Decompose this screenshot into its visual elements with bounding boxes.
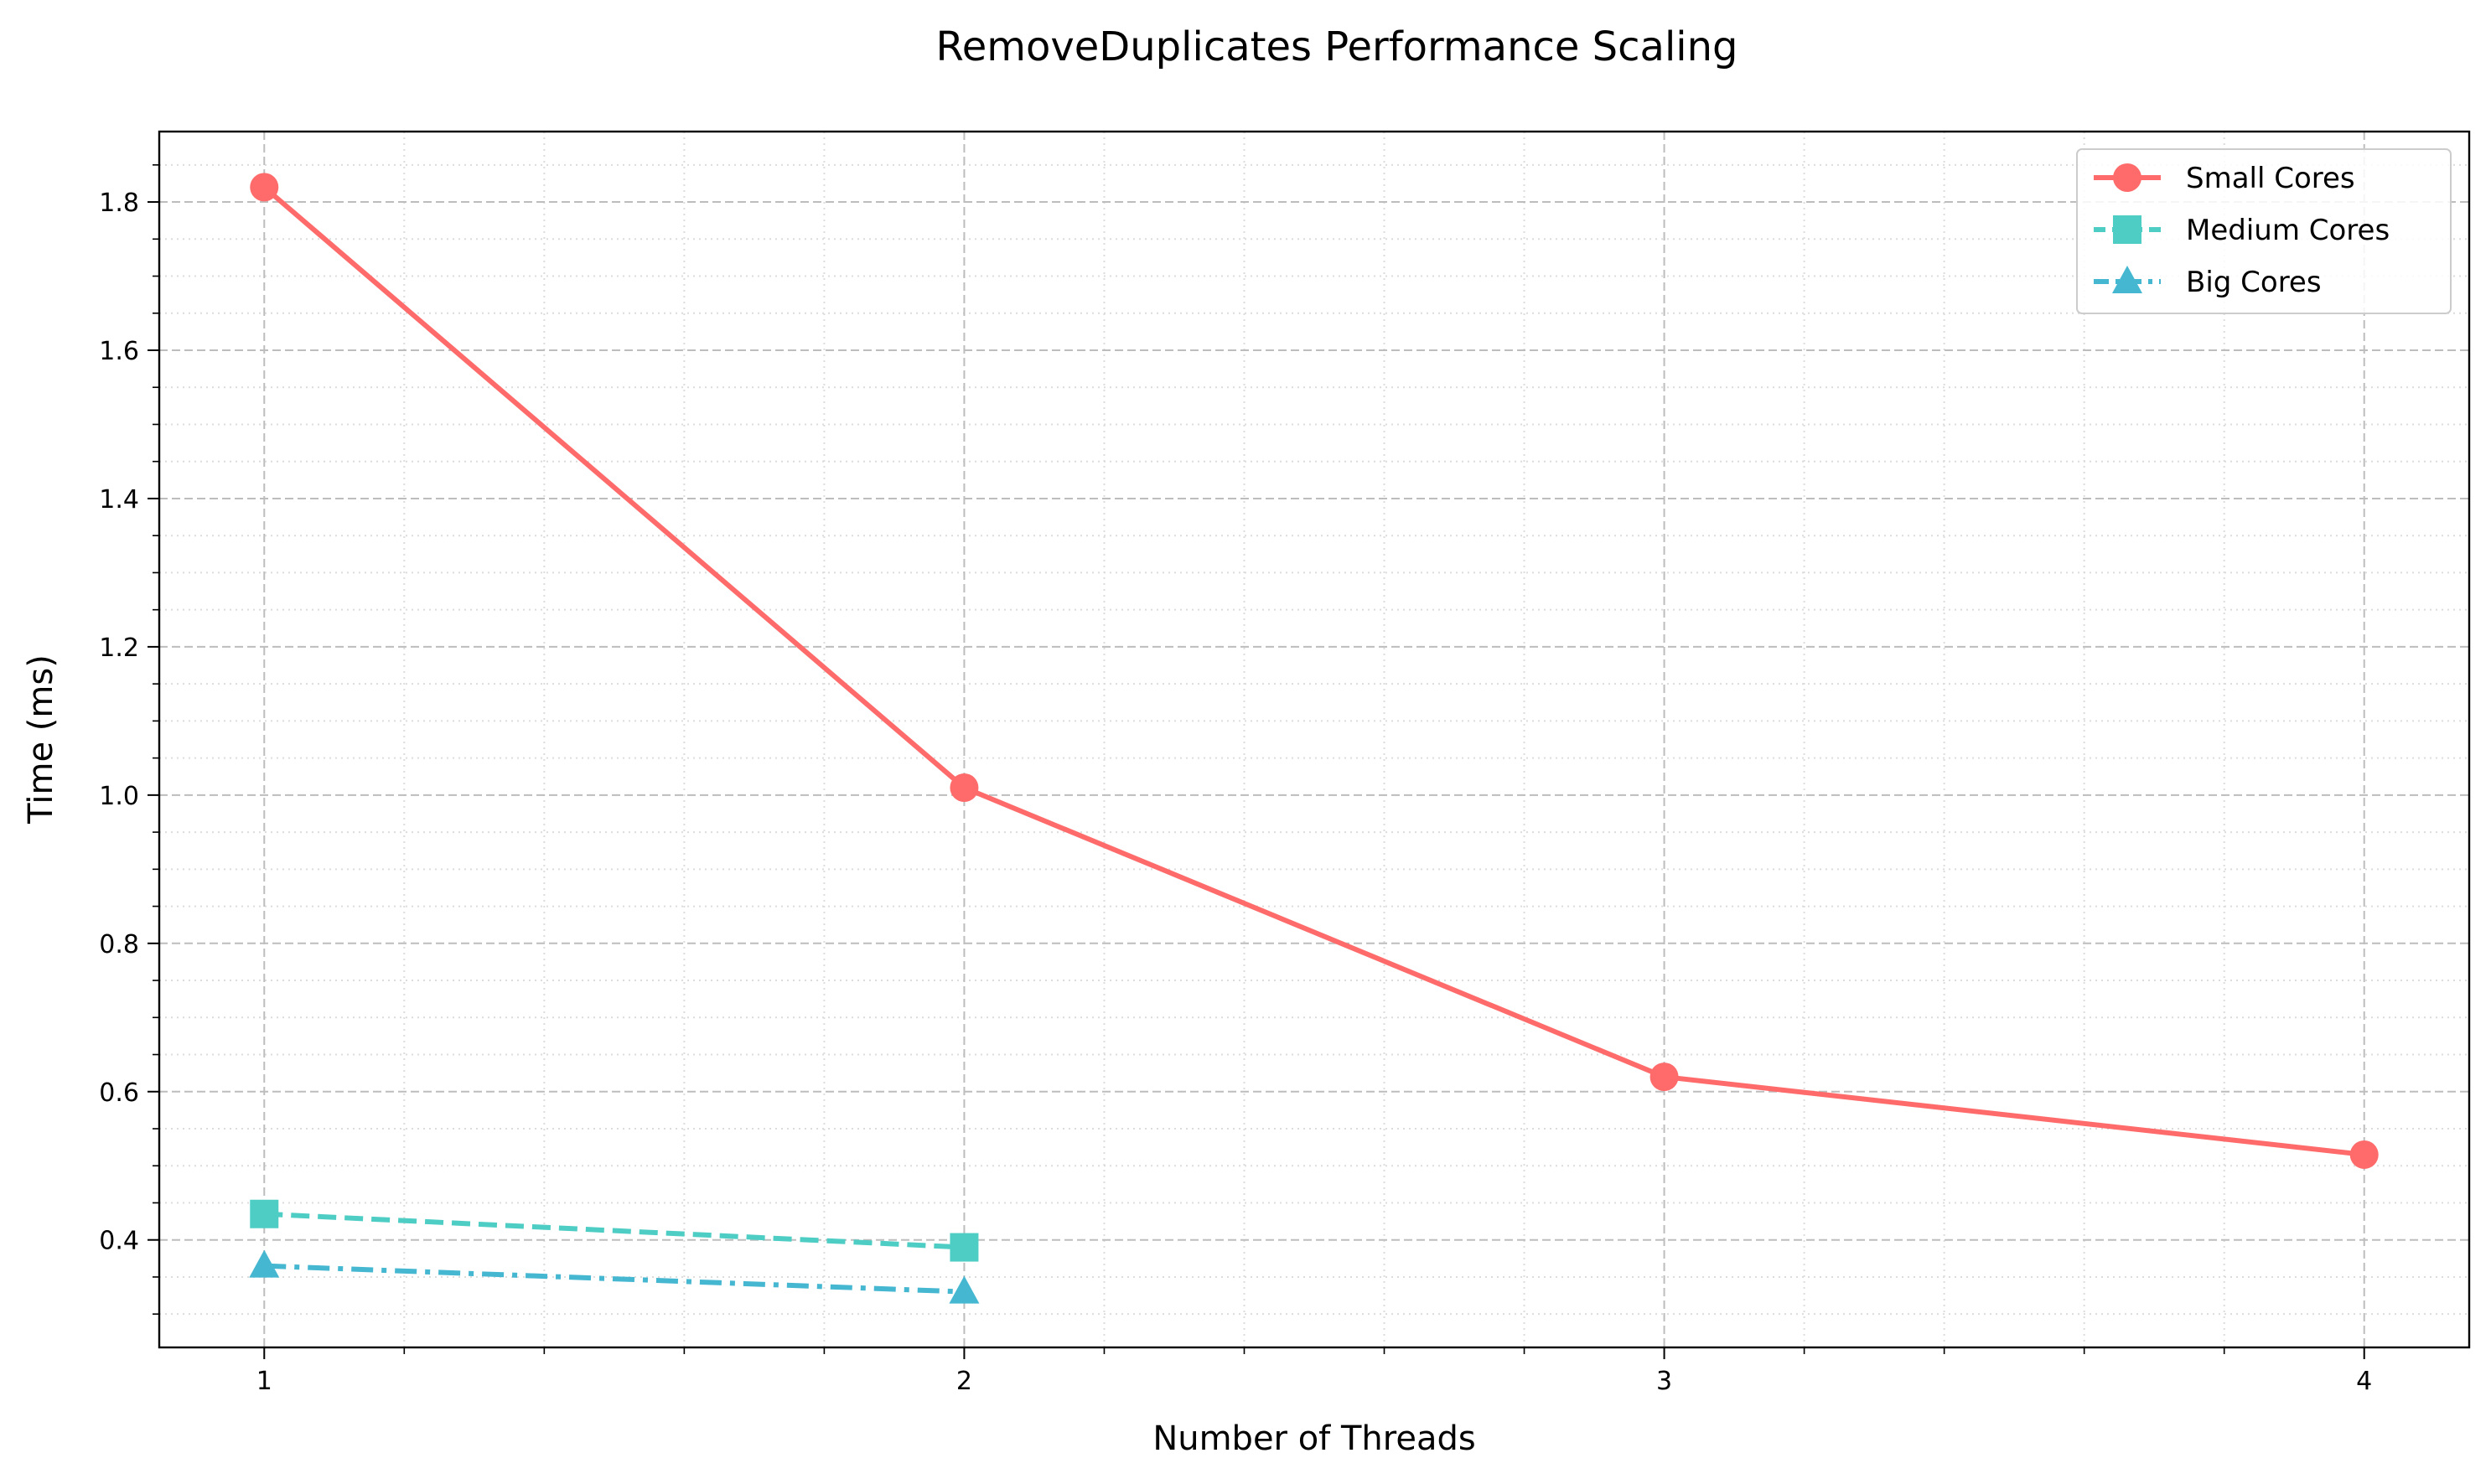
x-tick-label: 4 <box>2356 1367 2372 1396</box>
y-tick-label: 1.4 <box>99 485 139 514</box>
data-point-small-cores <box>2349 1140 2379 1169</box>
x-axis-label: Number of Threads <box>1152 1419 1475 1458</box>
y-tick-label: 0.8 <box>99 930 139 959</box>
data-point-medium-cores <box>950 1233 979 1262</box>
y-tick-label: 1.0 <box>99 782 139 811</box>
data-point-medium-cores <box>250 1199 279 1228</box>
x-tick-label: 3 <box>1656 1367 1672 1396</box>
y-tick-label: 0.6 <box>99 1078 139 1108</box>
legend-label-small-cores: Small Cores <box>2186 162 2355 195</box>
x-tick-label: 1 <box>256 1367 272 1396</box>
chart-title: RemoveDuplicates Performance Scaling <box>936 23 1738 70</box>
series-line-small-cores <box>262 185 2365 1157</box>
legend-marker-big-cores <box>2112 266 2142 293</box>
axis-ticks <box>148 164 2365 1359</box>
legend-label-big-cores: Big Cores <box>2186 266 2322 299</box>
y-tick-label: 0.4 <box>99 1227 139 1256</box>
tick-labels: 1 2 3 4 0.4 0.6 0.8 1.0 1.2 1.4 1.6 1.8 <box>99 189 2372 1396</box>
y-tick-label: 1.6 <box>99 337 139 366</box>
data-point-big-cores <box>249 1249 280 1278</box>
data-point-small-cores <box>1649 1063 1679 1092</box>
x-tick-label: 2 <box>956 1367 972 1396</box>
legend: Small Cores Medium Cores Big Cores <box>2076 148 2452 314</box>
series-line-medium-cores <box>264 1211 965 1250</box>
data-point-small-cores <box>950 773 979 803</box>
series-layer <box>249 173 2379 1304</box>
plot-frame <box>158 130 2471 1349</box>
legend-label-medium-cores: Medium Cores <box>2186 214 2390 247</box>
legend-marker-small-cores <box>2113 163 2141 192</box>
legend-box <box>2076 148 2452 314</box>
data-point-big-cores <box>949 1275 980 1304</box>
data-point-small-cores <box>250 173 279 202</box>
y-axis-label: Time (ms) <box>22 654 60 825</box>
legend-marker-medium-cores <box>2113 215 2141 244</box>
y-tick-label: 1.2 <box>99 633 139 663</box>
y-tick-label: 1.8 <box>99 189 139 218</box>
series-line-big-cores <box>264 1263 965 1295</box>
